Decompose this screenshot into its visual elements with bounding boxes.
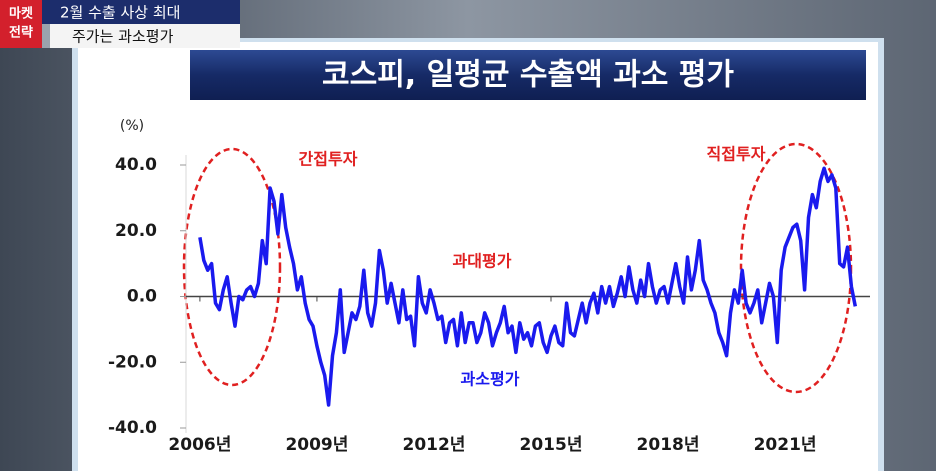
annotation: 간접투자 [299,150,358,169]
badge-text: 마켓 [9,6,33,22]
x-tick-label: 2018년 [637,435,700,455]
y-tick-label: -20.0 [108,352,157,372]
x-tick-label: 2009년 [285,435,348,455]
highlight-ellipse [182,147,282,387]
headline-bar [42,0,240,24]
data-line [198,166,858,407]
y-tick-label: 0.0 [127,287,157,307]
y-tick-label: 40.0 [115,155,157,175]
annotation: 과대평가 [453,252,512,271]
plot: 40.0 20.0 0.0 -20.0 -40.0 2006년 2009년 2012년 2015… [108,145,870,455]
annotation: 과소평가 [461,370,520,389]
annotation: 직접투자 [707,145,766,164]
x-tick-label: 2012년 [402,435,465,455]
y-tick-label: 20.0 [115,221,157,241]
headline: 2월 수출 사상 최대 [60,4,180,22]
x-tick-label: 2021년 [754,435,817,455]
badge-text: 전략 [9,25,33,41]
x-tick-label: 2015년 [520,435,583,455]
badge [0,0,42,48]
panel [78,42,878,471]
y-tick-label: -40.0 [108,418,157,438]
subline: 주가는 과소평가 [72,28,174,46]
y-unit: (%) [120,118,144,134]
subline-bar [42,24,240,48]
title-bar [190,50,866,100]
subline-edge [42,24,50,48]
x-tick-label: 2006년 [168,435,231,455]
chart-title: 코스피, 일평균 수출액 과소 평가 [322,58,734,93]
